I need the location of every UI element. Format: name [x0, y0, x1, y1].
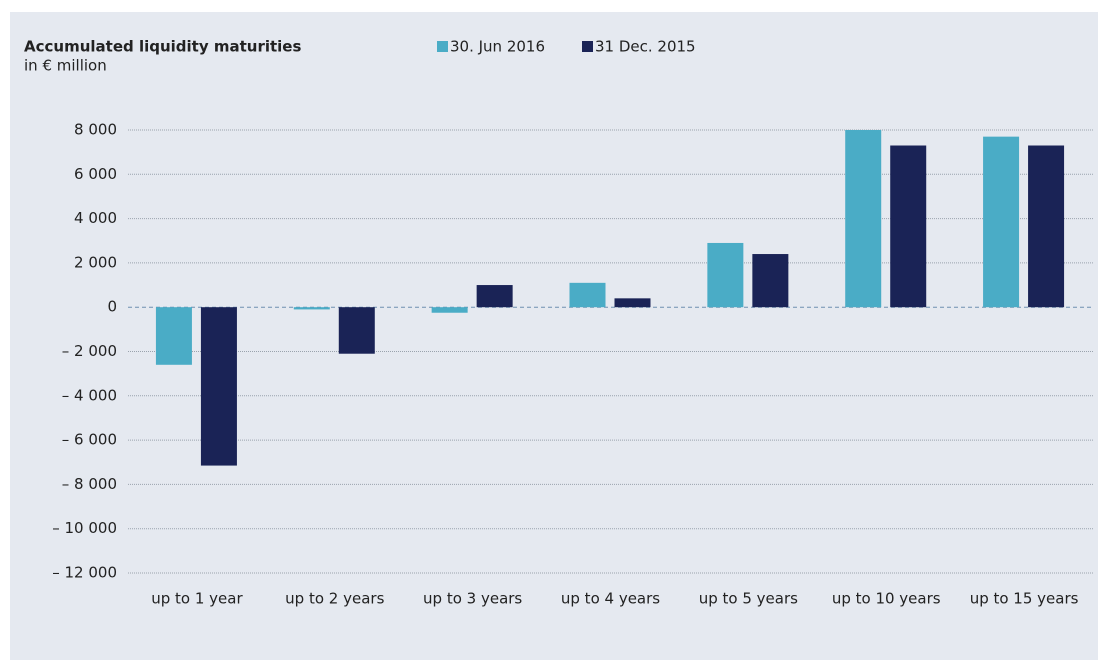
bar [614, 298, 651, 308]
y-tick-label: – 10 000 [52, 519, 117, 537]
x-tick-label: up to 1 year [151, 590, 243, 608]
legend-label: 31 Dec. 2015 [595, 38, 696, 56]
y-tick-label: – 4 000 [62, 386, 117, 404]
legend-swatch [582, 41, 593, 52]
bar [845, 130, 882, 308]
y-tick-label: – 6 000 [62, 431, 117, 449]
chart-title: Accumulated liquidity maturities [24, 38, 301, 56]
x-tick-label: up to 4 years [561, 590, 660, 608]
bar [338, 307, 375, 354]
x-tick-label: up to 2 years [285, 590, 384, 608]
x-tick-label: up to 5 years [699, 590, 798, 608]
bar [1028, 145, 1065, 308]
y-tick-label: – 8 000 [62, 475, 117, 493]
chart-subtitle: in € million [24, 57, 107, 75]
legend-swatch [437, 41, 448, 52]
bar [707, 242, 744, 308]
bar [890, 145, 927, 308]
y-tick-label: – 12 000 [52, 564, 117, 582]
bar [155, 307, 192, 365]
y-tick-label: 0 [107, 298, 117, 316]
bar [293, 307, 330, 310]
bar [476, 285, 513, 308]
x-tick-label: up to 15 years [970, 590, 1079, 608]
x-tick-label: up to 10 years [832, 590, 941, 608]
bar [200, 307, 237, 466]
legend-label: 30. Jun 2016 [450, 38, 545, 56]
y-tick-label: 4 000 [74, 209, 117, 227]
y-tick-label: – 2 000 [62, 342, 117, 360]
y-tick-label: 6 000 [74, 165, 117, 183]
bar [569, 282, 606, 308]
y-tick-label: 2 000 [74, 253, 117, 271]
x-tick-label: up to 3 years [423, 590, 522, 608]
bar [983, 136, 1020, 308]
bar [752, 254, 789, 308]
y-tick-label: 8 000 [74, 121, 117, 139]
bar [431, 307, 468, 313]
